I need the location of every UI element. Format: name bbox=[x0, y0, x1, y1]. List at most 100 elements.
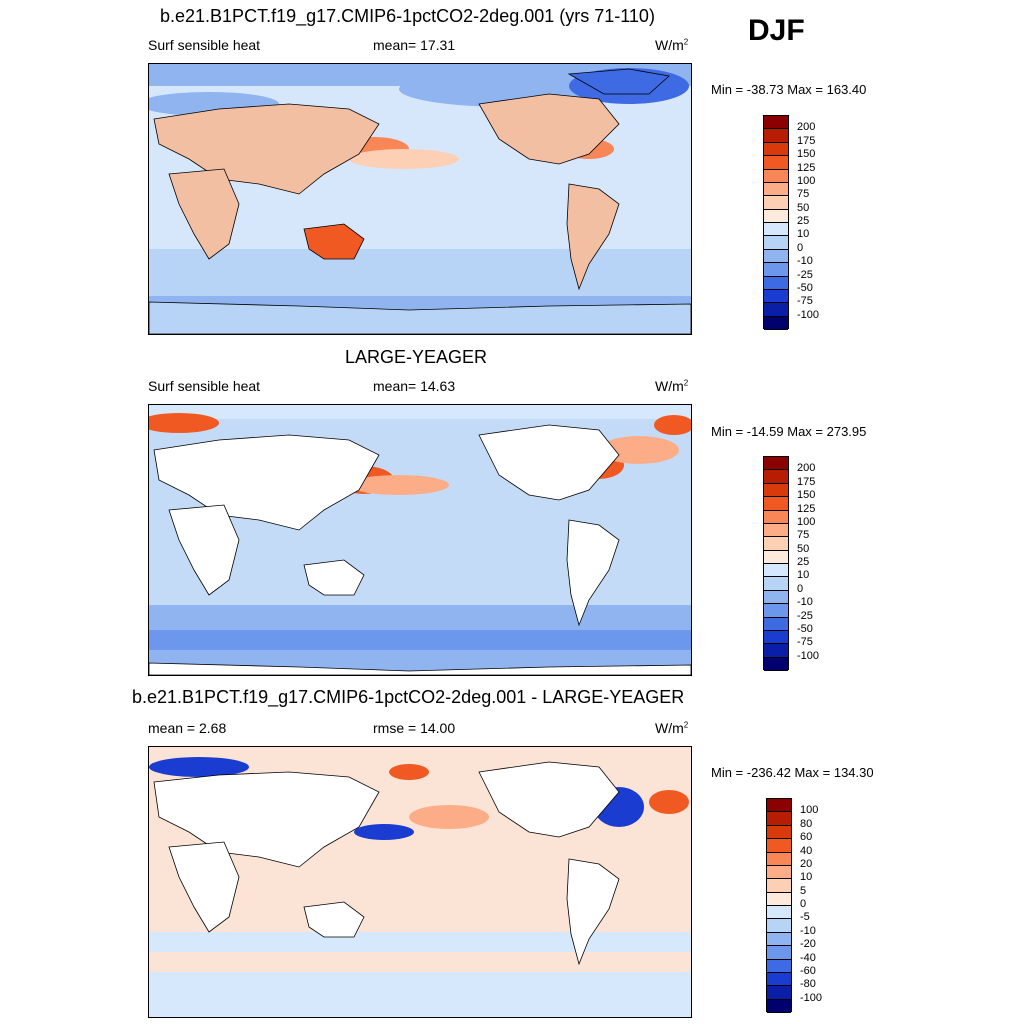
colorbar-tick-label: 80 bbox=[800, 817, 813, 830]
colorbar-swatch bbox=[767, 959, 791, 973]
colorbar-tick-label: 175 bbox=[797, 134, 816, 147]
colorbar-tick-label: 25 bbox=[797, 215, 810, 227]
colorbar-swatch bbox=[767, 932, 791, 947]
colorbar-swatch bbox=[764, 617, 788, 631]
colorbar-tick-label: 10 bbox=[797, 569, 810, 582]
colorbar-swatch bbox=[764, 129, 788, 143]
colorbar-swatch bbox=[764, 169, 788, 183]
colorbar-swatch bbox=[764, 483, 788, 498]
colorbar-tick-label: 125 bbox=[797, 161, 816, 174]
colorbar-tick-label: 5 bbox=[800, 884, 807, 897]
panel-1-minmax: Min = -38.73 Max = 163.40 bbox=[711, 82, 867, 97]
panel-1-variable-label: Surf sensible heat bbox=[148, 37, 261, 53]
colorbar-tick-label: -10 bbox=[800, 924, 816, 937]
colorbar-tick-label: 175 bbox=[797, 475, 816, 488]
panel-3-map-svg bbox=[149, 747, 691, 1017]
panel-3-colorbar: 100 80 60 40 20 10 5 0 -5 -10 -20 -40 -60 -80 -100 bbox=[766, 798, 896, 1018]
panel-1-title: b.e21.B1PCT.f19_g17.CMIP6-1pctCO2-2deg.0… bbox=[160, 6, 655, 26]
colorbar-swatch bbox=[764, 590, 788, 605]
colorbar-tick-label: 100 bbox=[800, 804, 819, 817]
panel-1-units: W/m2 bbox=[655, 37, 689, 53]
colorbar-tick-label: -75 bbox=[797, 636, 813, 649]
colorbar-tick-label: -5 bbox=[800, 911, 810, 924]
colorbar-swatch bbox=[764, 223, 788, 237]
colorbar-swatch bbox=[764, 182, 788, 197]
colorbar-tick-label: -75 bbox=[797, 295, 813, 308]
colorbar-swatch bbox=[767, 812, 791, 826]
panel-2-map-svg bbox=[149, 405, 691, 675]
colorbar-tick-label: -100 bbox=[797, 308, 820, 321]
colorbar-swatch bbox=[767, 919, 791, 933]
colorbar-swatch bbox=[764, 316, 788, 330]
colorbar-tick-label: 0 bbox=[797, 241, 804, 254]
colorbar-tick-label: -40 bbox=[800, 951, 816, 964]
colorbar-swatch bbox=[764, 116, 788, 130]
colorbar-tick-label: 75 bbox=[797, 529, 810, 542]
colorbar-tick-label: 50 bbox=[797, 542, 810, 555]
colorbar-swatch bbox=[767, 892, 791, 906]
colorbar-swatch bbox=[764, 289, 788, 304]
colorbar-swatch bbox=[764, 303, 788, 317]
colorbar-swatch bbox=[764, 249, 788, 264]
panel-1-colorbar-swatches bbox=[763, 115, 789, 330]
colorbar-swatch bbox=[764, 550, 788, 564]
colorbar-swatch bbox=[767, 825, 791, 840]
colorbar-tick-label: 100 bbox=[797, 515, 816, 528]
colorbar-swatch bbox=[764, 644, 788, 658]
colorbar-swatch bbox=[767, 972, 791, 987]
colorbar-tick-label: -100 bbox=[800, 991, 823, 1004]
colorbar-swatch bbox=[764, 457, 788, 471]
colorbar-swatch bbox=[764, 604, 788, 618]
colorbar-swatch bbox=[764, 276, 788, 290]
colorbar-tick-label: 50 bbox=[797, 201, 810, 214]
colorbar-tick-label: -10 bbox=[797, 596, 813, 609]
panel-2-minmax: Min = -14.59 Max = 273.95 bbox=[711, 424, 867, 439]
panel-1-map-svg bbox=[149, 64, 691, 334]
colorbar-tick-label: 200 bbox=[797, 462, 816, 475]
colorbar-swatch bbox=[767, 839, 791, 853]
panel-2-map bbox=[148, 404, 692, 676]
colorbar-tick-label: -25 bbox=[797, 609, 813, 622]
colorbar-swatch bbox=[764, 196, 788, 210]
colorbar-swatch bbox=[764, 630, 788, 645]
colorbar-swatch bbox=[767, 865, 791, 880]
colorbar-tick-label: 40 bbox=[800, 844, 813, 857]
colorbar-tick-label: 200 bbox=[797, 121, 816, 134]
colorbar-swatch bbox=[764, 564, 788, 578]
colorbar-swatch bbox=[767, 799, 791, 813]
colorbar-tick-label: 100 bbox=[797, 174, 816, 187]
panel-1-colorbar: 200 175 150 125 100 75 50 25 10 0 -10 -25 -50 -75 -100 bbox=[763, 115, 893, 335]
colorbar-swatch bbox=[764, 142, 788, 157]
colorbar-swatch bbox=[764, 523, 788, 538]
colorbar-swatch bbox=[764, 470, 788, 484]
colorbar-tick-label: 0 bbox=[797, 582, 804, 595]
colorbar-tick-label: -60 bbox=[800, 964, 816, 977]
colorbar-swatch bbox=[767, 999, 791, 1013]
panel-3-map bbox=[148, 746, 692, 1018]
colorbar-swatch bbox=[764, 236, 788, 250]
panel-3-units: W/m2 bbox=[655, 720, 689, 736]
colorbar-tick-label: -80 bbox=[800, 978, 816, 991]
season-label: DJF bbox=[748, 14, 805, 47]
colorbar-tick-label: 60 bbox=[800, 831, 813, 844]
colorbar-tick-label: -100 bbox=[797, 649, 820, 662]
colorbar-tick-label: 75 bbox=[797, 188, 810, 201]
colorbar-tick-label: 150 bbox=[797, 489, 816, 502]
colorbar-swatch bbox=[764, 537, 788, 551]
panel-2-mean-label: mean= 14.63 bbox=[373, 378, 456, 394]
panel-2-title: LARGE-YEAGER bbox=[345, 347, 488, 367]
colorbar-tick-label: -25 bbox=[797, 268, 813, 281]
colorbar-tick-label: -50 bbox=[797, 622, 813, 635]
colorbar-tick-label: 10 bbox=[797, 228, 810, 241]
panel-3-minmax: Min = -236.42 Max = 134.30 bbox=[711, 765, 874, 780]
panel-2-variable-label: Surf sensible heat bbox=[148, 378, 261, 394]
colorbar-tick-label: 25 bbox=[797, 556, 810, 568]
panel-2-units: W/m2 bbox=[655, 378, 689, 394]
colorbar-swatch bbox=[767, 906, 791, 920]
panel-3-mean-label: mean = 2.68 bbox=[148, 720, 227, 736]
colorbar-tick-label: 10 bbox=[800, 871, 813, 884]
panel-1-map bbox=[148, 63, 692, 335]
colorbar-swatch bbox=[767, 852, 791, 866]
panel-3-rmse-label: rmse = 14.00 bbox=[373, 720, 456, 736]
colorbar-tick-label: -20 bbox=[800, 938, 816, 951]
